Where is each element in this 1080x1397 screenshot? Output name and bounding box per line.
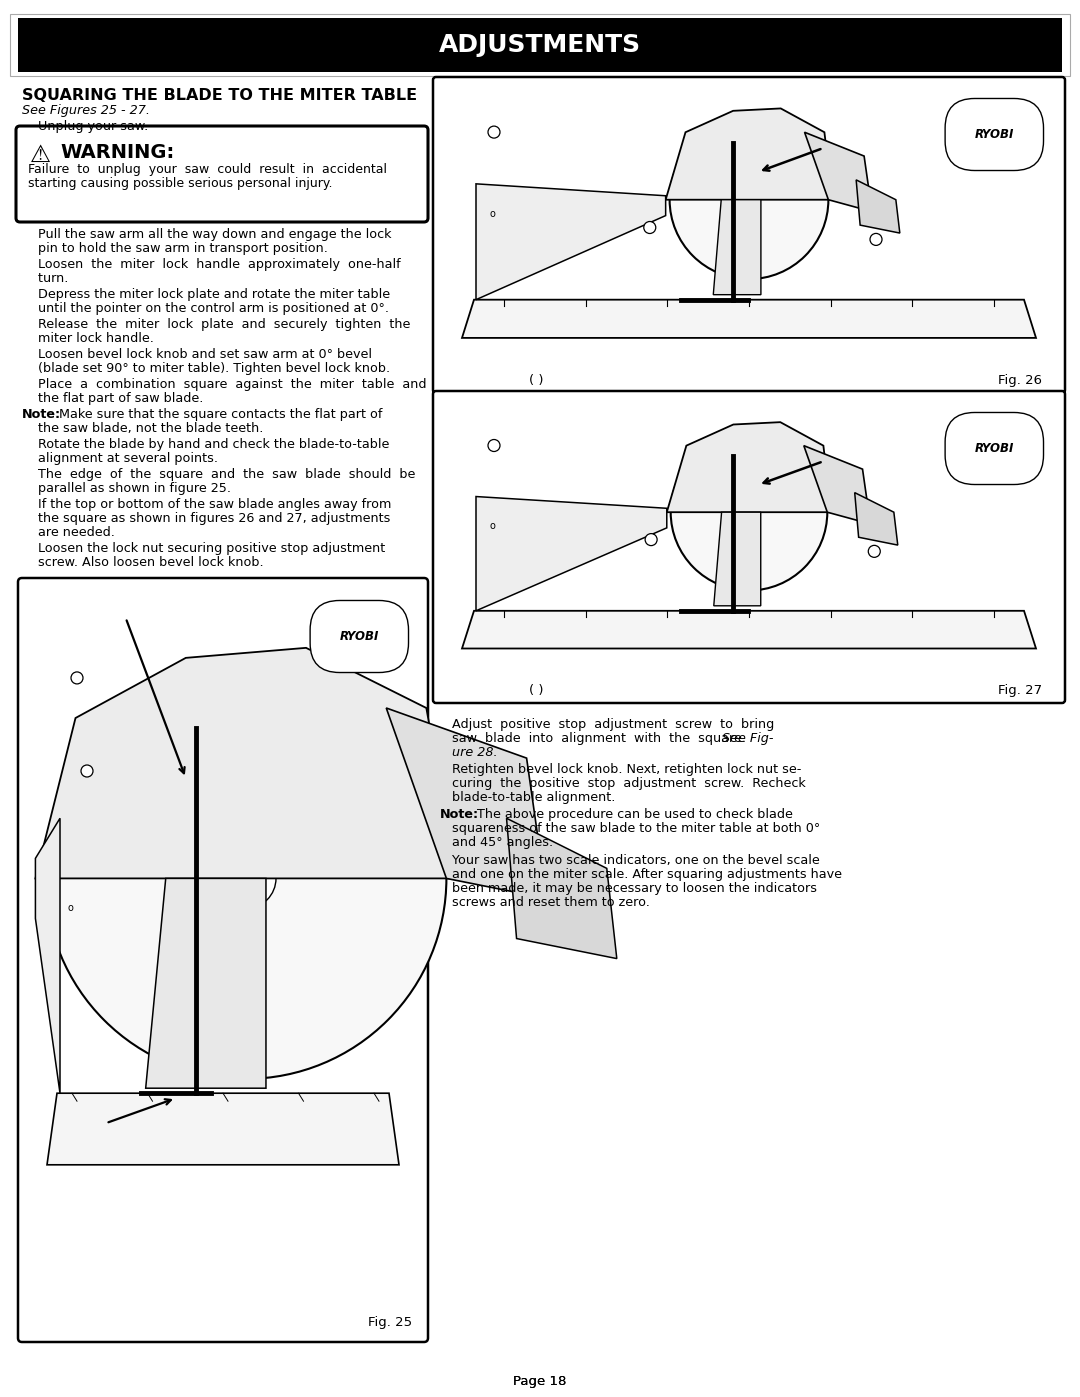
Text: the square as shown in figures 26 and 27, adjustments: the square as shown in figures 26 and 27… — [22, 511, 390, 525]
Text: If the top or bottom of the saw blade angles away from: If the top or bottom of the saw blade an… — [22, 497, 391, 511]
Text: WARNING:: WARNING: — [60, 142, 174, 162]
Circle shape — [870, 233, 882, 246]
Text: Fig. 26: Fig. 26 — [998, 374, 1042, 387]
FancyBboxPatch shape — [18, 578, 428, 1343]
Text: Your saw has two scale indicators, one on the bevel scale: Your saw has two scale indicators, one o… — [440, 854, 820, 868]
Text: been made, it may be necessary to loosen the indicators: been made, it may be necessary to loosen… — [440, 882, 816, 895]
Circle shape — [71, 672, 83, 685]
Text: miter lock handle.: miter lock handle. — [22, 332, 153, 345]
Text: squareness of the saw blade to the miter table at both 0°: squareness of the saw blade to the miter… — [440, 821, 820, 835]
Text: Retighten bevel lock knob. Next, retighten lock nut se-: Retighten bevel lock knob. Next, retight… — [440, 763, 801, 775]
Polygon shape — [476, 184, 665, 300]
Circle shape — [670, 120, 828, 279]
Text: starting causing possible serious personal injury.: starting causing possible serious person… — [28, 177, 333, 190]
Text: Unplug your saw.: Unplug your saw. — [22, 120, 148, 133]
Text: o: o — [489, 521, 495, 531]
FancyBboxPatch shape — [433, 77, 1065, 393]
Text: until the pointer on the control arm is positioned at 0°.: until the pointer on the control arm is … — [22, 302, 389, 314]
Text: alignment at several points.: alignment at several points. — [22, 453, 218, 465]
Text: o: o — [489, 210, 495, 219]
Text: RYOBI: RYOBI — [974, 129, 1014, 141]
Text: RYOBI: RYOBI — [974, 441, 1014, 455]
Polygon shape — [387, 708, 546, 898]
Polygon shape — [48, 1094, 399, 1165]
Text: The above procedure can be used to check blade: The above procedure can be used to check… — [473, 807, 793, 821]
Circle shape — [740, 190, 758, 210]
Text: ( ): ( ) — [529, 374, 543, 387]
Text: and 45° angles.: and 45° angles. — [440, 835, 553, 849]
FancyBboxPatch shape — [16, 126, 428, 222]
Text: Page 18: Page 18 — [513, 1375, 567, 1389]
Polygon shape — [805, 133, 872, 211]
Text: Place  a  combination  square  against  the  miter  table  and: Place a combination square against the m… — [22, 379, 427, 391]
Text: The  edge  of  the  square  and  the  saw  blade  should  be: The edge of the square and the saw blade… — [22, 468, 416, 481]
Text: Depress the miter lock plate and rotate the miter table: Depress the miter lock plate and rotate … — [22, 288, 390, 300]
Polygon shape — [856, 180, 900, 233]
Text: Loosen  the  miter  lock  handle  approximately  one-half: Loosen the miter lock handle approximate… — [22, 258, 401, 271]
Polygon shape — [36, 648, 457, 879]
Text: (blade set 90° to miter table). Tighten bevel lock knob.: (blade set 90° to miter table). Tighten … — [22, 362, 390, 374]
Polygon shape — [476, 496, 666, 610]
Text: See Figures 25 - 27.: See Figures 25 - 27. — [22, 103, 150, 117]
Polygon shape — [804, 446, 870, 524]
Polygon shape — [713, 200, 761, 295]
Text: ( ): ( ) — [529, 685, 543, 697]
Text: Fig. 25: Fig. 25 — [368, 1316, 411, 1329]
Text: See Fig-: See Fig- — [718, 732, 773, 745]
Text: Failure  to  unplug  your  saw  could  result  in  accidental: Failure to unplug your saw could result … — [28, 163, 387, 176]
Text: the saw blade, not the blade teeth.: the saw blade, not the blade teeth. — [22, 422, 264, 434]
Text: Rotate the blade by hand and check the blade-to-table: Rotate the blade by hand and check the b… — [22, 439, 390, 451]
Polygon shape — [665, 109, 833, 200]
Polygon shape — [462, 300, 1036, 338]
Text: Release  the  miter  lock  plate  and  securely  tighten  the: Release the miter lock plate and securel… — [22, 319, 410, 331]
Circle shape — [740, 503, 758, 521]
Text: Make sure that the square contacts the flat part of: Make sure that the square contacts the f… — [55, 408, 382, 420]
Circle shape — [644, 222, 656, 233]
Text: Page 18: Page 18 — [513, 1375, 567, 1389]
FancyBboxPatch shape — [18, 18, 1062, 73]
Text: screws and reset them to zero.: screws and reset them to zero. — [440, 895, 650, 909]
Text: Fig. 27: Fig. 27 — [998, 685, 1042, 697]
Text: Loosen the lock nut securing positive stop adjustment: Loosen the lock nut securing positive st… — [22, 542, 386, 555]
Text: ADJUSTMENTS: ADJUSTMENTS — [438, 34, 642, 57]
Text: parallel as shown in figure 25.: parallel as shown in figure 25. — [22, 482, 231, 495]
Text: blade-to-table alignment.: blade-to-table alignment. — [440, 791, 616, 805]
Text: screw. Also loosen bevel lock knob.: screw. Also loosen bevel lock knob. — [22, 556, 264, 569]
Text: turn.: turn. — [22, 272, 68, 285]
Text: Adjust  positive  stop  adjustment  screw  to  bring: Adjust positive stop adjustment screw to… — [440, 718, 774, 731]
Text: ure 28.: ure 28. — [440, 746, 498, 759]
Circle shape — [671, 434, 827, 591]
Circle shape — [868, 545, 880, 557]
Circle shape — [81, 766, 93, 777]
Text: Pull the saw arm all the way down and engage the lock: Pull the saw arm all the way down and en… — [22, 228, 391, 242]
Text: Note:: Note: — [22, 408, 62, 420]
Polygon shape — [666, 422, 832, 513]
Text: ⚠: ⚠ — [30, 142, 51, 168]
Polygon shape — [854, 493, 897, 545]
Text: SQUARING THE BLADE TO THE MITER TABLE: SQUARING THE BLADE TO THE MITER TABLE — [22, 88, 417, 103]
Circle shape — [216, 848, 276, 908]
Text: o: o — [67, 904, 73, 914]
Polygon shape — [36, 819, 60, 1094]
Polygon shape — [146, 879, 266, 1088]
Polygon shape — [507, 819, 617, 958]
Text: Loosen bevel lock knob and set saw arm at 0° bevel: Loosen bevel lock knob and set saw arm a… — [22, 348, 372, 360]
Polygon shape — [714, 513, 760, 606]
Text: saw  blade  into  alignment  with  the  square.: saw blade into alignment with the square… — [440, 732, 746, 745]
Text: are needed.: are needed. — [22, 527, 114, 539]
Circle shape — [645, 534, 657, 546]
Circle shape — [488, 440, 500, 451]
Circle shape — [488, 126, 500, 138]
Text: pin to hold the saw arm in transport position.: pin to hold the saw arm in transport pos… — [22, 242, 328, 256]
FancyBboxPatch shape — [433, 391, 1065, 703]
Text: and one on the miter scale. After squaring adjustments have: and one on the miter scale. After squari… — [440, 868, 842, 882]
Text: RYOBI: RYOBI — [339, 630, 379, 643]
Text: the flat part of saw blade.: the flat part of saw blade. — [22, 393, 203, 405]
Circle shape — [45, 678, 446, 1078]
Text: Note:: Note: — [440, 807, 480, 821]
Polygon shape — [462, 610, 1036, 648]
Text: curing  the  positive  stop  adjustment  screw.  Recheck: curing the positive stop adjustment scre… — [440, 777, 806, 789]
